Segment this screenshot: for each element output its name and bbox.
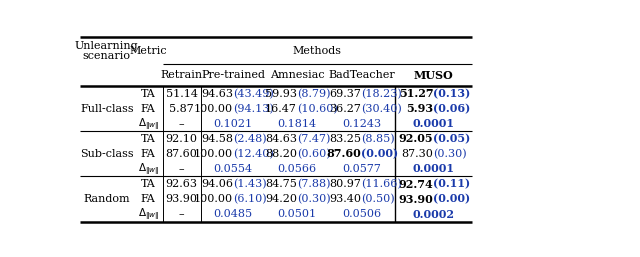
Text: 92.74: 92.74 bbox=[399, 179, 433, 189]
Text: Full-class: Full-class bbox=[80, 104, 134, 114]
Text: (0.60): (0.60) bbox=[297, 149, 331, 159]
Text: 5.87: 5.87 bbox=[170, 104, 194, 114]
Text: Unlearning: Unlearning bbox=[75, 41, 139, 51]
Text: Random: Random bbox=[83, 194, 130, 204]
Text: (0.30): (0.30) bbox=[433, 149, 467, 159]
Text: MUSO: MUSO bbox=[413, 70, 453, 81]
Text: Pre-trained: Pre-trained bbox=[201, 70, 265, 80]
Text: 84.63: 84.63 bbox=[265, 134, 297, 144]
Text: (11.66): (11.66) bbox=[362, 179, 402, 189]
Text: TA: TA bbox=[141, 134, 156, 144]
Text: Methods: Methods bbox=[293, 46, 342, 56]
Text: 93.40: 93.40 bbox=[330, 194, 362, 204]
Text: (8.85): (8.85) bbox=[362, 134, 395, 144]
Text: FA: FA bbox=[141, 194, 156, 204]
Text: Amnesiac: Amnesiac bbox=[269, 70, 324, 80]
Text: 0.0501: 0.0501 bbox=[277, 209, 317, 219]
Text: 94.58: 94.58 bbox=[201, 134, 233, 144]
Text: –: – bbox=[179, 209, 184, 219]
Text: 80.97: 80.97 bbox=[330, 179, 362, 189]
Text: (2.48): (2.48) bbox=[233, 134, 267, 144]
Text: 100.00: 100.00 bbox=[194, 104, 233, 114]
Text: (43.49): (43.49) bbox=[233, 89, 274, 99]
Text: 0.1243: 0.1243 bbox=[342, 119, 381, 129]
Text: 92.10: 92.10 bbox=[166, 134, 198, 144]
Text: 92.63: 92.63 bbox=[166, 179, 198, 189]
Text: (0.50): (0.50) bbox=[362, 194, 395, 204]
Text: 36.27: 36.27 bbox=[330, 104, 362, 114]
Text: TA: TA bbox=[141, 89, 156, 99]
Text: 92.05: 92.05 bbox=[399, 133, 433, 144]
Text: (1.43): (1.43) bbox=[233, 179, 267, 189]
Text: 94.63: 94.63 bbox=[201, 89, 233, 99]
Text: 0.1021: 0.1021 bbox=[214, 119, 253, 129]
Text: $\Delta_{\|w\|}$: $\Delta_{\|w\|}$ bbox=[138, 206, 159, 222]
Text: (0.30): (0.30) bbox=[297, 194, 331, 204]
Text: BadTeacher: BadTeacher bbox=[328, 70, 395, 80]
Text: 93.90: 93.90 bbox=[399, 194, 433, 205]
Text: (7.47): (7.47) bbox=[297, 134, 330, 144]
Text: $\Delta_{\|w\|}$: $\Delta_{\|w\|}$ bbox=[138, 161, 159, 177]
Text: 0.0506: 0.0506 bbox=[342, 209, 381, 219]
Text: 0.0485: 0.0485 bbox=[214, 209, 253, 219]
Text: 94.20: 94.20 bbox=[265, 194, 297, 204]
Text: (10.60): (10.60) bbox=[297, 104, 338, 114]
Text: 69.37: 69.37 bbox=[330, 89, 362, 99]
Text: (0.05): (0.05) bbox=[433, 133, 470, 144]
Text: 87.60: 87.60 bbox=[166, 149, 198, 159]
Text: 59.93: 59.93 bbox=[265, 89, 297, 99]
Text: 100.00: 100.00 bbox=[194, 194, 233, 204]
Text: (0.13): (0.13) bbox=[433, 88, 470, 99]
Text: 87.60: 87.60 bbox=[327, 149, 362, 159]
Text: (7.88): (7.88) bbox=[297, 179, 330, 189]
Text: 0.0566: 0.0566 bbox=[277, 164, 317, 174]
Text: (12.40): (12.40) bbox=[233, 149, 274, 159]
Text: (0.11): (0.11) bbox=[433, 179, 470, 189]
Text: 93.90: 93.90 bbox=[166, 194, 198, 204]
Text: TA: TA bbox=[141, 179, 156, 189]
Text: 5.93: 5.93 bbox=[406, 103, 433, 114]
Text: (6.10): (6.10) bbox=[233, 194, 267, 204]
Text: 16.47: 16.47 bbox=[265, 104, 297, 114]
Text: 0.0001: 0.0001 bbox=[412, 163, 454, 175]
Text: (0.00): (0.00) bbox=[362, 149, 399, 159]
Text: scenario: scenario bbox=[83, 51, 131, 61]
Text: –: – bbox=[179, 164, 184, 174]
Text: 83.25: 83.25 bbox=[330, 134, 362, 144]
Text: (0.00): (0.00) bbox=[433, 194, 470, 205]
Text: (94.13): (94.13) bbox=[233, 104, 274, 114]
Text: (18.23): (18.23) bbox=[362, 89, 402, 99]
Text: (0.06): (0.06) bbox=[433, 103, 470, 114]
Text: 0.0577: 0.0577 bbox=[342, 164, 381, 174]
Text: 88.20: 88.20 bbox=[265, 149, 297, 159]
Text: 0.1814: 0.1814 bbox=[277, 119, 317, 129]
Text: FA: FA bbox=[141, 149, 156, 159]
Text: 100.00: 100.00 bbox=[194, 149, 233, 159]
Text: 0.0001: 0.0001 bbox=[412, 118, 454, 129]
Text: 84.75: 84.75 bbox=[265, 179, 297, 189]
Text: FA: FA bbox=[141, 104, 156, 114]
Text: $\Delta_{\|w\|}$: $\Delta_{\|w\|}$ bbox=[138, 116, 159, 132]
Text: Retrain: Retrain bbox=[161, 70, 203, 80]
Text: 0.0554: 0.0554 bbox=[214, 164, 253, 174]
Text: 87.30: 87.30 bbox=[401, 149, 433, 159]
Text: (30.40): (30.40) bbox=[362, 104, 402, 114]
Text: Metric: Metric bbox=[129, 46, 167, 56]
Text: Sub-class: Sub-class bbox=[80, 149, 134, 159]
Text: (8.79): (8.79) bbox=[297, 89, 330, 99]
Text: 0.0002: 0.0002 bbox=[412, 209, 454, 219]
Text: 51.14: 51.14 bbox=[166, 89, 198, 99]
Text: –: – bbox=[179, 119, 184, 129]
Text: 94.06: 94.06 bbox=[201, 179, 233, 189]
Text: 51.27: 51.27 bbox=[399, 88, 433, 99]
